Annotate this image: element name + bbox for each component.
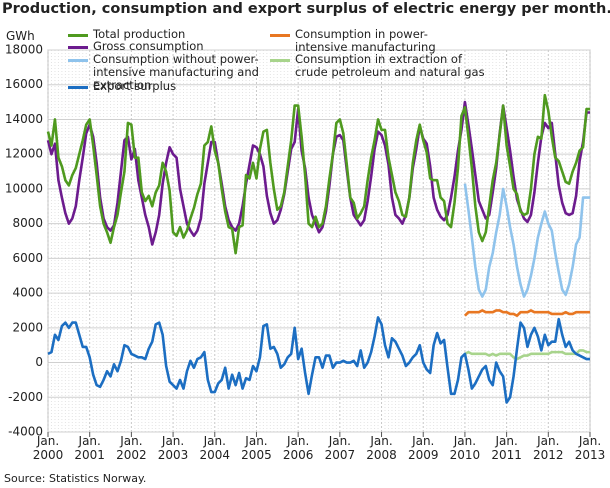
y-tick-label: 18000 — [5, 43, 43, 57]
y-axis-label: GWh — [6, 29, 35, 43]
x-tick-label: Jan. 2005 — [241, 434, 272, 462]
x-tick-label: Jan. 2007 — [324, 434, 356, 462]
legend-label: Total production — [93, 27, 186, 41]
legend-label: Export surplus — [93, 79, 177, 93]
legend-swatch — [270, 59, 290, 62]
legend-swatch — [68, 59, 88, 62]
y-tick-label: 6000 — [12, 251, 43, 265]
y-tick-label: 0 — [35, 355, 43, 369]
series-line — [463, 183, 590, 298]
legend-label: Consumption in power-intensive manufactu… — [295, 27, 436, 54]
x-tick-label: Jan. 2009 — [407, 434, 439, 462]
x-tick-label: Jan. 2001 — [74, 434, 105, 462]
legend-swatch — [68, 46, 88, 49]
legend-swatch — [68, 34, 88, 37]
legend-swatch — [270, 34, 290, 37]
y-tick-label: 2000 — [12, 320, 43, 334]
x-tick-label: Jan. 2011 — [491, 434, 522, 462]
legend-label: Gross consumption — [93, 39, 204, 53]
legend-swatch — [68, 86, 88, 89]
x-tick-label: Jan. 2010 — [449, 434, 481, 462]
y-tick-label: -4000 — [8, 425, 43, 439]
x-tick-label: Jan. 2000 — [32, 434, 64, 462]
series-line — [464, 309, 590, 317]
y-tick-label: -2000 — [8, 390, 43, 404]
y-tick-label: 8000 — [12, 216, 43, 230]
series-line — [47, 316, 590, 404]
chart-title: Production, consumption and export surpl… — [2, 1, 610, 17]
source: Source: Statistics Norway. — [4, 472, 147, 485]
x-tick-label: Jan. 2004 — [199, 434, 231, 462]
x-tick-label: Jan. 2003 — [157, 434, 189, 462]
legend-label: Consumption without power-intensive manu… — [93, 52, 259, 92]
x-tick-label: Jan. 2013 — [574, 434, 606, 462]
y-tick-label: 14000 — [5, 112, 43, 126]
x-tick-label: Jan. 2008 — [366, 434, 397, 462]
y-tick-label: 4000 — [12, 286, 43, 300]
series-line — [46, 93, 590, 255]
x-tick-label: Jan. 2012 — [533, 434, 564, 462]
x-tick-label: Jan. 2002 — [116, 434, 147, 462]
y-tick-label: 10000 — [5, 181, 43, 195]
x-tick-label: Jan. 2006 — [282, 434, 314, 462]
series-line — [464, 349, 590, 361]
y-tick-label: 16000 — [5, 77, 43, 91]
legend-label: Consumption in extraction of crude petro… — [295, 52, 485, 79]
y-tick-label: 12000 — [5, 147, 43, 161]
